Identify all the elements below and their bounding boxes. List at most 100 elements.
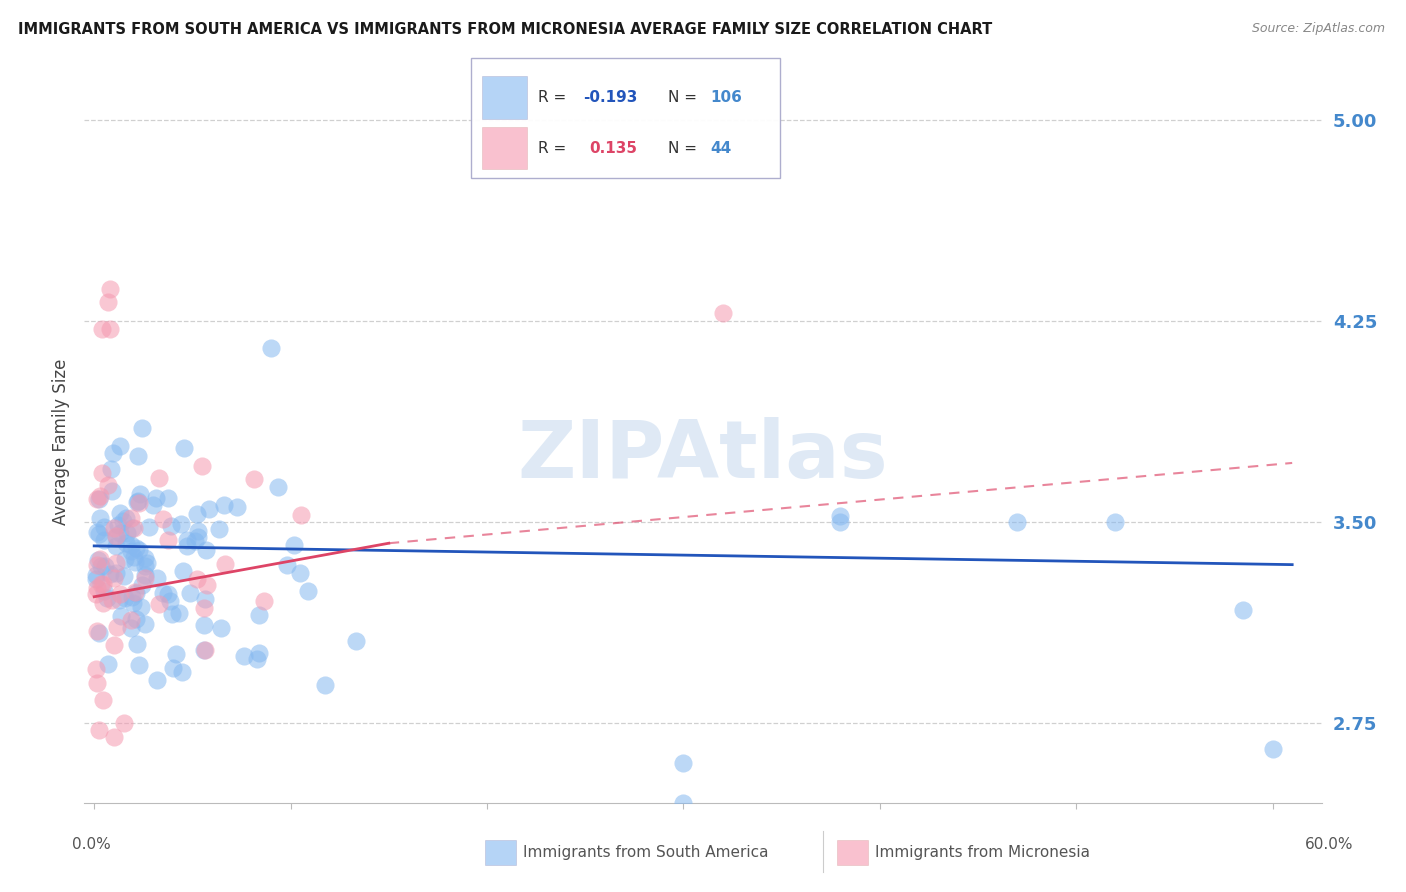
Point	[105, 556, 128, 570]
Point	[131, 420, 153, 434]
Point	[115, 525, 138, 540]
Point	[193, 601, 215, 615]
Point	[134, 550, 156, 565]
Point	[173, 441, 195, 455]
Point	[226, 500, 249, 515]
Point	[156, 586, 179, 600]
Point	[260, 341, 283, 355]
Point	[124, 541, 146, 555]
Text: 0.135: 0.135	[589, 141, 637, 155]
Point	[195, 542, 218, 557]
Point	[314, 678, 336, 692]
Point	[125, 494, 148, 508]
Point	[170, 516, 193, 531]
Point	[160, 518, 183, 533]
Point	[108, 439, 131, 453]
Point	[89, 489, 111, 503]
Point	[162, 661, 184, 675]
Point	[122, 520, 145, 534]
Text: ZIPAtlas: ZIPAtlas	[517, 417, 889, 495]
Text: 106: 106	[710, 90, 742, 104]
Point	[127, 493, 149, 508]
Point	[267, 480, 290, 494]
Point	[101, 484, 124, 499]
Point	[152, 586, 174, 600]
Point	[195, 578, 218, 592]
Point	[104, 529, 127, 543]
Point	[97, 295, 120, 310]
Text: N =: N =	[668, 90, 702, 104]
Point	[114, 552, 136, 566]
Point	[112, 514, 135, 528]
Text: -0.193: -0.193	[583, 90, 638, 104]
Point	[89, 492, 111, 507]
Point	[148, 597, 170, 611]
Point	[162, 607, 184, 622]
Point	[121, 521, 143, 535]
Point	[108, 586, 131, 600]
Point	[108, 507, 131, 521]
Point	[233, 648, 256, 663]
Point	[198, 502, 221, 516]
Point	[125, 612, 148, 626]
Point	[98, 322, 121, 336]
Point	[194, 642, 217, 657]
Point	[105, 530, 128, 544]
Point	[152, 511, 174, 525]
Point	[103, 521, 125, 535]
Point	[103, 571, 125, 585]
Point	[120, 621, 142, 635]
Point	[89, 511, 111, 525]
Text: 60.0%: 60.0%	[1305, 837, 1353, 852]
Point	[86, 524, 108, 539]
Point	[246, 652, 269, 666]
Point	[830, 509, 852, 524]
Point	[107, 593, 129, 607]
Point	[98, 567, 121, 582]
Point	[134, 559, 156, 574]
Point	[122, 550, 145, 565]
Point	[96, 591, 118, 606]
Point	[672, 756, 695, 770]
Point	[86, 491, 108, 506]
Point	[134, 616, 156, 631]
Text: 44: 44	[710, 141, 731, 155]
Point	[87, 526, 110, 541]
Point	[129, 599, 152, 614]
Point	[187, 530, 209, 544]
Point	[283, 538, 305, 552]
Point	[121, 591, 143, 605]
Point	[100, 462, 122, 476]
Point	[711, 306, 734, 320]
Point	[100, 593, 122, 607]
Point	[290, 508, 312, 522]
Point	[98, 282, 121, 296]
Point	[134, 571, 156, 585]
Point	[186, 572, 208, 586]
Point	[157, 533, 180, 547]
Point	[191, 459, 214, 474]
Point	[170, 665, 193, 680]
Point	[90, 577, 112, 591]
Point	[127, 450, 149, 464]
Text: 0.0%: 0.0%	[72, 837, 111, 852]
Point	[193, 618, 215, 632]
Point	[115, 511, 138, 525]
Point	[186, 508, 208, 522]
Point	[94, 558, 117, 573]
Point	[86, 581, 108, 595]
Point	[124, 555, 146, 569]
Text: IMMIGRANTS FROM SOUTH AMERICA VS IMMIGRANTS FROM MICRONESIA AVERAGE FAMILY SIZE : IMMIGRANTS FROM SOUTH AMERICA VS IMMIGRA…	[18, 22, 993, 37]
Point	[120, 544, 142, 558]
Point	[172, 564, 194, 578]
Point	[93, 519, 115, 533]
Point	[159, 594, 181, 608]
Point	[124, 585, 146, 599]
Text: Source: ZipAtlas.com: Source: ZipAtlas.com	[1251, 22, 1385, 36]
Point	[184, 533, 207, 548]
Point	[672, 796, 695, 810]
Point	[146, 571, 169, 585]
Point	[115, 536, 138, 550]
Point	[128, 543, 150, 558]
Point	[138, 520, 160, 534]
